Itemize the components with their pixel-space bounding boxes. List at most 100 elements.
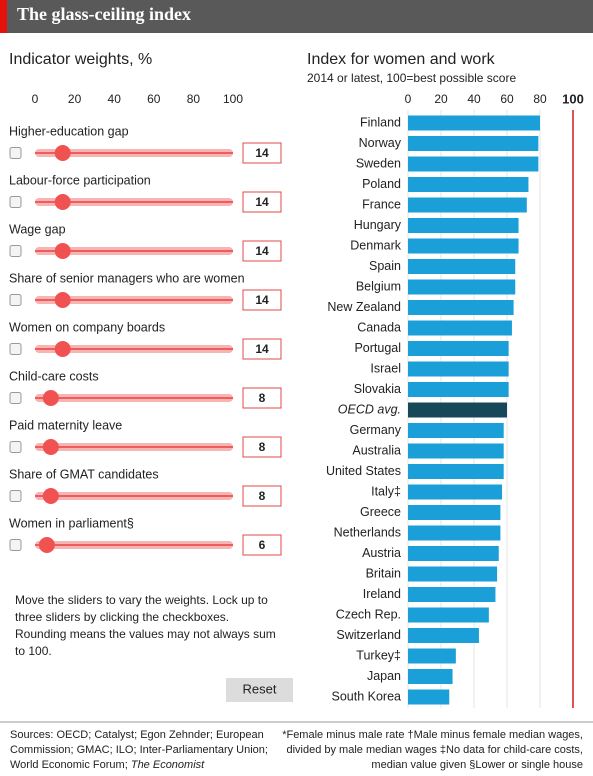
category-label: Italy‡ — [371, 484, 401, 498]
bar — [408, 648, 456, 664]
bar — [408, 402, 507, 418]
bar — [408, 177, 529, 192]
slider-handle[interactable] — [42, 439, 59, 455]
chart-title: Index for women and work — [307, 51, 496, 68]
weight-box — [242, 191, 282, 213]
category-label: Belgium — [356, 279, 401, 293]
bar — [408, 300, 514, 315]
weight-value: 8 — [259, 489, 266, 503]
bar — [408, 361, 509, 377]
category-label: Britain — [366, 566, 401, 580]
category-label: Austria — [362, 546, 401, 560]
weight-label: Child-care costs — [9, 369, 99, 383]
weight-tick-label: 40 — [108, 92, 122, 106]
x-tick-label: 40 — [467, 92, 481, 106]
bar — [408, 628, 479, 643]
lock-checkbox[interactable] — [9, 245, 22, 257]
bar — [408, 443, 504, 459]
weight-value: 8 — [259, 391, 266, 405]
bar — [408, 464, 504, 479]
chart-subtitle: 2014 or latest, 100=best possible score — [307, 71, 516, 85]
weight-box — [242, 289, 282, 311]
bar — [408, 382, 509, 397]
category-label: OECD avg. — [338, 402, 401, 416]
weight-tick-label: 100 — [223, 92, 243, 106]
lock-checkbox[interactable] — [9, 196, 22, 208]
category-label: New Zealand — [327, 300, 401, 314]
bar — [408, 320, 512, 336]
weight-tick-label: 20 — [68, 92, 82, 106]
bar — [408, 197, 527, 213]
bar — [408, 525, 501, 541]
weight-tick-label: 80 — [187, 92, 201, 106]
title-accent — [0, 0, 7, 33]
weight-label: Share of GMAT candidates — [9, 467, 159, 481]
slider-handle[interactable] — [54, 341, 71, 357]
bar — [408, 136, 539, 151]
lock-checkbox[interactable] — [9, 147, 22, 159]
sources: Sources: OECD; Catalyst; Egon Zehnder; E… — [10, 729, 264, 741]
weight-value: 6 — [259, 538, 266, 552]
bar — [408, 669, 453, 684]
lock-checkbox[interactable] — [9, 392, 22, 404]
weight-label: Wage gap — [9, 222, 66, 236]
category-label: Germany — [350, 423, 402, 437]
bar — [408, 546, 499, 561]
bar — [408, 218, 519, 233]
slider-handle[interactable] — [54, 194, 71, 210]
slider-handle[interactable] — [42, 488, 59, 504]
category-label: Slovakia — [354, 382, 401, 396]
weight-box — [242, 338, 282, 360]
category-label: Australia — [352, 443, 401, 457]
bar — [408, 587, 496, 602]
bar — [408, 484, 503, 500]
category-label: Ireland — [363, 587, 401, 601]
instructions: to 100. — [15, 644, 52, 658]
weight-label: Women in parliament§ — [9, 516, 134, 530]
weight-tick-label: 60 — [147, 92, 161, 106]
lock-checkbox[interactable] — [9, 441, 22, 453]
lock-checkbox[interactable] — [9, 343, 22, 355]
category-label: Czech Rep. — [336, 607, 401, 621]
lock-checkbox[interactable] — [9, 490, 22, 502]
weight-box — [242, 240, 282, 262]
slider-handle[interactable] — [38, 537, 55, 553]
sources: Commission; GMAC; ILO; Inter-Parliamenta… — [10, 744, 268, 756]
category-label: Sweden — [356, 156, 401, 170]
weight-value: 14 — [255, 146, 269, 160]
weight-box — [242, 436, 282, 458]
weights-title: Indicator weights, % — [9, 51, 152, 68]
bar — [408, 279, 516, 295]
x-tick-label: 60 — [500, 92, 514, 106]
slider-handle[interactable] — [54, 292, 71, 308]
category-label: Israel — [370, 361, 401, 375]
weight-box — [242, 387, 282, 409]
bar — [408, 689, 450, 705]
weight-value: 8 — [259, 440, 266, 454]
slider-handle[interactable] — [54, 243, 71, 259]
x-tick-label: 80 — [533, 92, 547, 106]
bar — [408, 115, 540, 131]
category-label: South Korea — [332, 689, 402, 703]
weight-value: 14 — [255, 293, 269, 307]
reset-label[interactable]: Reset — [243, 681, 277, 696]
weight-tick-label: 0 — [32, 92, 39, 106]
category-label: Canada — [357, 320, 401, 334]
bar — [408, 238, 519, 254]
category-label: Japan — [367, 669, 401, 683]
category-label: Netherlands — [334, 525, 401, 539]
lock-checkbox[interactable] — [9, 294, 22, 306]
slider-handle[interactable] — [42, 390, 59, 406]
reset-button[interactable] — [226, 678, 293, 702]
instructions: three sliders by clicking the checkboxes… — [15, 610, 229, 624]
slider-handle[interactable] — [54, 145, 71, 161]
category-label: Norway — [359, 136, 402, 150]
category-label: Finland — [360, 115, 401, 129]
weight-value: 14 — [255, 195, 269, 209]
lock-checkbox[interactable] — [9, 539, 22, 551]
weight-label: Women on company boards — [9, 320, 165, 334]
bar — [408, 423, 504, 438]
category-label: Hungary — [354, 218, 402, 232]
category-label: Denmark — [350, 238, 401, 252]
